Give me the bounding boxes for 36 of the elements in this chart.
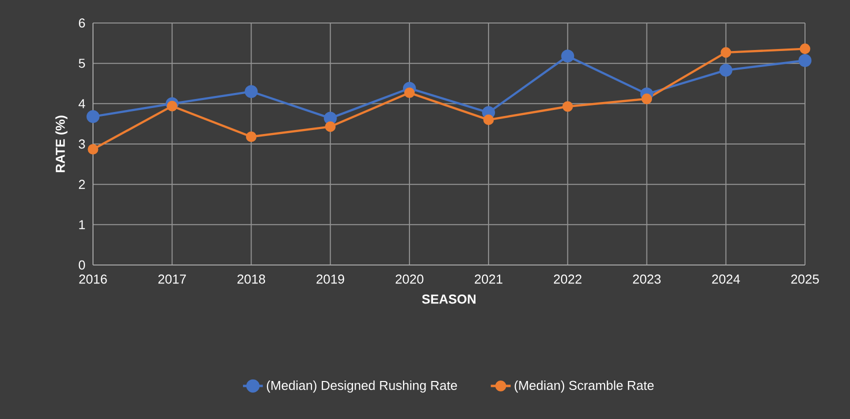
point [561, 50, 574, 63]
point [86, 110, 100, 124]
point [642, 94, 652, 104]
point [720, 47, 732, 58]
y-tick-label: 1 [79, 220, 85, 230]
point [483, 114, 494, 126]
x-tick-label: 2016 [79, 274, 107, 284]
legend-label: (Median) Designed Rushing Rate [266, 380, 457, 393]
point [166, 100, 178, 112]
x-tick-label: 2023 [633, 274, 661, 284]
y-tick-label: 4 [78, 99, 86, 108]
point [246, 131, 257, 142]
x-tick-label: 2018 [237, 274, 266, 284]
x-tick-label: 2019 [316, 274, 344, 284]
y-tick-label: 5 [78, 58, 85, 68]
x-tick-label: 2025 [791, 274, 819, 284]
point [325, 121, 336, 132]
point [88, 144, 98, 155]
point [244, 85, 258, 98]
y-tick-label: 6 [78, 18, 85, 28]
x-axis-title: SEASON [422, 294, 476, 304]
x-tick-label: 2017 [158, 274, 186, 284]
y-tick-label: 0 [78, 260, 85, 270]
x-tick-label: 2022 [554, 274, 582, 284]
point [800, 44, 810, 54]
point [404, 88, 415, 98]
y-tick-label: 2 [78, 180, 85, 189]
y-axis-title: RATE (%) [55, 116, 68, 172]
x-tick-label: 2021 [474, 274, 502, 284]
x-tick-label: 2024 [712, 274, 740, 284]
point [562, 101, 573, 112]
x-tick-label: 2020 [396, 274, 424, 284]
legend-label: (Median) Scramble Rate [514, 380, 654, 393]
point [798, 54, 812, 67]
point [719, 64, 732, 77]
y-tick-label: 3 [78, 139, 85, 149]
